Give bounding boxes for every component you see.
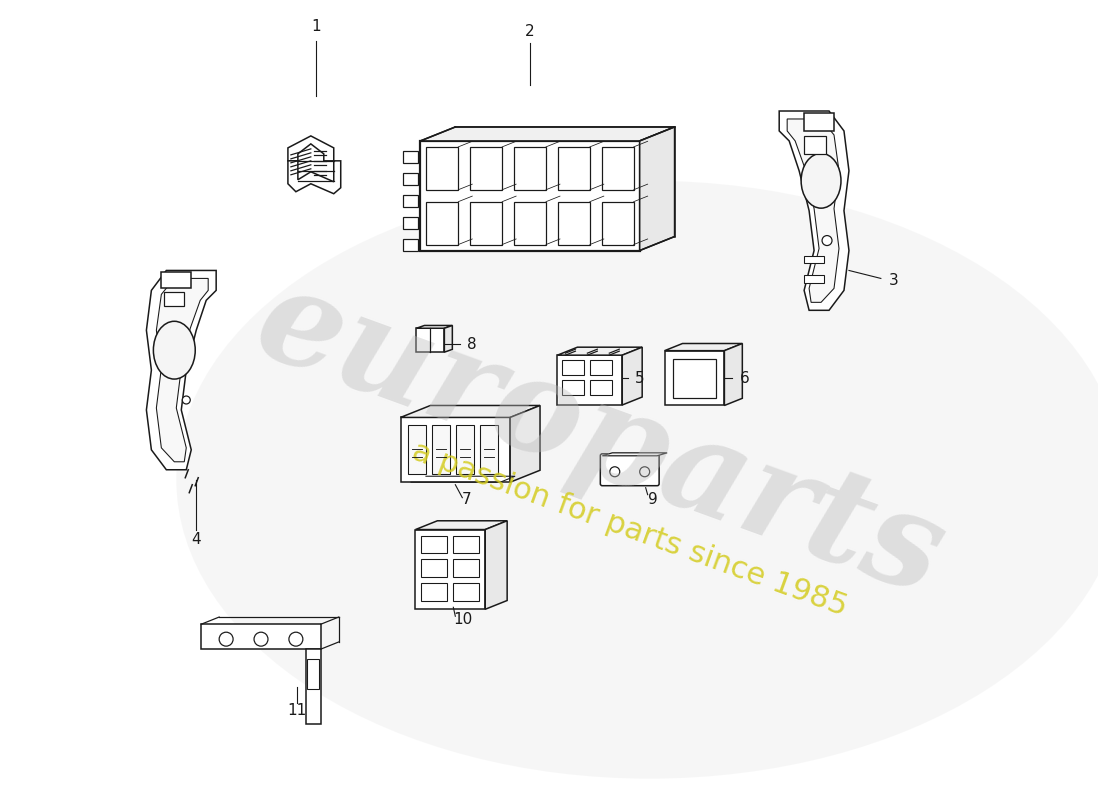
Polygon shape xyxy=(779,111,849,310)
Bar xyxy=(558,202,590,245)
Text: 10: 10 xyxy=(453,612,473,626)
Polygon shape xyxy=(417,326,452,328)
Bar xyxy=(481,426,498,474)
Bar xyxy=(514,147,546,190)
Polygon shape xyxy=(640,127,674,250)
Bar xyxy=(453,559,480,578)
Polygon shape xyxy=(558,347,642,355)
Bar xyxy=(417,328,444,352)
Polygon shape xyxy=(444,326,452,352)
Text: 2: 2 xyxy=(526,24,535,38)
Bar xyxy=(403,238,418,250)
Polygon shape xyxy=(420,127,674,141)
Polygon shape xyxy=(288,136,333,161)
Circle shape xyxy=(822,235,832,246)
Bar xyxy=(453,583,480,602)
Polygon shape xyxy=(725,343,742,406)
Polygon shape xyxy=(510,406,540,482)
Bar xyxy=(427,202,459,245)
Polygon shape xyxy=(623,347,642,405)
Bar xyxy=(403,194,418,206)
Bar xyxy=(558,147,590,190)
Text: a passion for parts since 1985: a passion for parts since 1985 xyxy=(408,437,851,622)
Ellipse shape xyxy=(176,181,1100,778)
Bar xyxy=(602,147,634,190)
FancyBboxPatch shape xyxy=(601,454,659,486)
Bar xyxy=(408,426,427,474)
Bar xyxy=(471,147,503,190)
Polygon shape xyxy=(306,649,321,724)
Bar xyxy=(403,173,418,185)
Polygon shape xyxy=(664,343,742,350)
Bar xyxy=(421,535,448,554)
Bar xyxy=(558,355,623,405)
Text: 7: 7 xyxy=(462,492,471,507)
Circle shape xyxy=(640,466,650,477)
Bar xyxy=(453,535,480,554)
Circle shape xyxy=(219,632,233,646)
Bar xyxy=(456,426,474,474)
Polygon shape xyxy=(416,521,507,530)
Bar xyxy=(602,202,634,245)
Text: 1: 1 xyxy=(311,19,320,34)
Polygon shape xyxy=(146,270,217,470)
Bar xyxy=(471,202,503,245)
Text: europarts: europarts xyxy=(240,256,960,624)
Text: 9: 9 xyxy=(648,492,658,507)
Ellipse shape xyxy=(801,154,842,208)
Bar xyxy=(432,426,450,474)
Text: 8: 8 xyxy=(468,337,477,352)
Bar xyxy=(403,151,418,163)
Bar xyxy=(804,136,826,154)
Text: 6: 6 xyxy=(739,370,749,386)
Bar xyxy=(804,113,834,131)
Text: 11: 11 xyxy=(287,703,307,718)
Bar xyxy=(562,380,584,395)
Bar xyxy=(804,275,824,283)
Bar xyxy=(400,418,510,482)
Circle shape xyxy=(609,466,619,477)
Polygon shape xyxy=(485,521,507,610)
Polygon shape xyxy=(156,278,208,462)
Ellipse shape xyxy=(153,322,195,379)
Bar xyxy=(514,202,546,245)
Bar xyxy=(427,147,459,190)
Bar xyxy=(591,360,613,375)
Text: 5: 5 xyxy=(635,370,645,386)
Bar xyxy=(420,141,640,250)
Bar xyxy=(664,350,725,406)
Bar xyxy=(421,559,448,578)
Bar xyxy=(403,217,418,229)
Polygon shape xyxy=(603,453,667,456)
Bar xyxy=(162,273,191,288)
Circle shape xyxy=(183,396,190,404)
Polygon shape xyxy=(400,406,540,418)
Polygon shape xyxy=(288,161,341,194)
Bar xyxy=(307,659,319,689)
Bar xyxy=(591,380,613,395)
Circle shape xyxy=(289,632,302,646)
Text: 3: 3 xyxy=(889,273,899,288)
Polygon shape xyxy=(788,119,839,302)
Circle shape xyxy=(254,632,268,646)
Bar xyxy=(804,255,824,263)
Bar xyxy=(164,292,185,306)
Bar xyxy=(421,583,448,602)
Bar xyxy=(672,358,716,398)
Bar xyxy=(416,530,485,610)
Text: 4: 4 xyxy=(191,532,201,547)
Bar xyxy=(562,360,584,375)
Polygon shape xyxy=(201,624,321,649)
